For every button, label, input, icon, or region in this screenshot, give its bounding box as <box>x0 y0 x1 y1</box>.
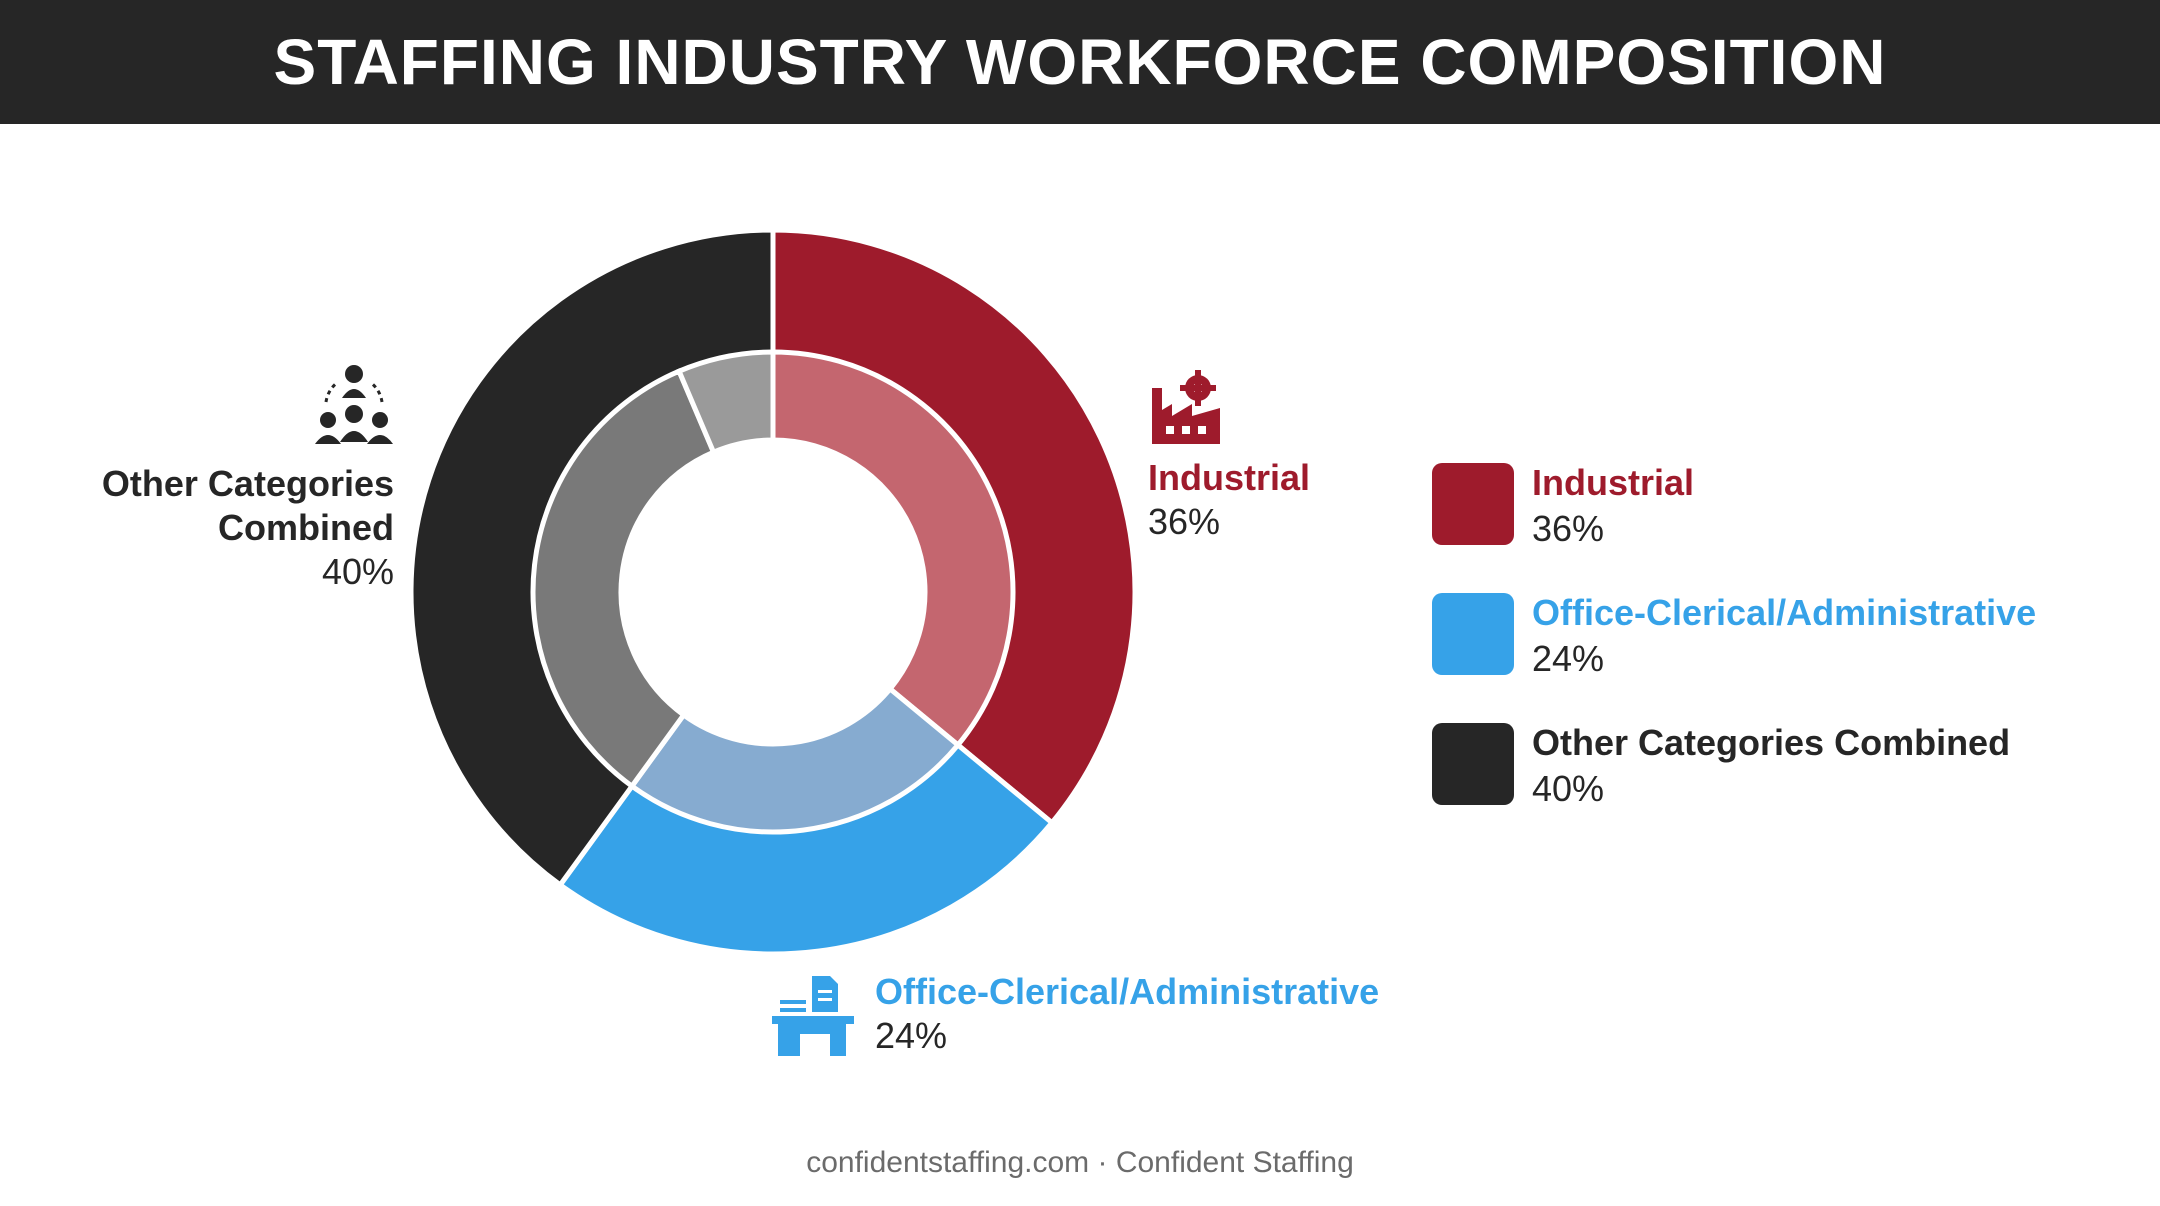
callout-office: Office-Clerical/Administrative 24% <box>875 970 1379 1058</box>
legend-label-industrial: Industrial <box>1532 462 1695 503</box>
legend-label-office: Office-Clerical/Administrative <box>1532 592 2037 633</box>
inner-slice-other-b <box>675 349 776 456</box>
callout-industrial: Industrial 36% <box>1148 456 1310 544</box>
callout-other-name-line2: Combined <box>218 507 394 548</box>
inner-slice-other-a <box>530 367 717 790</box>
office-desk-icon <box>772 976 854 1056</box>
legend-swatch-industrial <box>1432 463 1514 545</box>
outer-ring <box>408 227 1138 957</box>
legend-swatch-office <box>1432 593 1514 675</box>
legend-pct-industrial: 36% <box>1532 508 1605 549</box>
callout-other-pct: 40% <box>321 551 394 592</box>
legend-pct-office: 24% <box>1532 638 1605 679</box>
callout-other: Other Categories Combined 40% <box>102 462 394 594</box>
factory-icon <box>1152 370 1220 444</box>
inner-slice-industrial <box>770 349 1016 749</box>
chart-title: STAFFING INDUSTRY WORKFORCE COMPOSITION <box>273 26 1887 98</box>
legend-label-other: Other Categories Combined <box>1532 722 2011 763</box>
callout-industrial-name: Industrial <box>1148 457 1311 498</box>
people-group-icon <box>315 365 393 444</box>
inner-slice-office <box>628 685 962 835</box>
callout-office-pct: 24% <box>875 1015 948 1056</box>
callout-other-name-line1: Other Categories <box>101 463 394 504</box>
footer-source: confidentstaffing.com · Confident Staffi… <box>806 1146 1354 1179</box>
title-bar: STAFFING INDUSTRY WORKFORCE COMPOSITION <box>0 0 2160 124</box>
callout-office-name: Office-Clerical/Administrative <box>875 971 1380 1012</box>
legend-pct-other: 40% <box>1532 768 1605 809</box>
inner-ring <box>530 349 1016 835</box>
callout-industrial-pct: 36% <box>1148 501 1221 542</box>
legend-swatch-other <box>1432 723 1514 805</box>
